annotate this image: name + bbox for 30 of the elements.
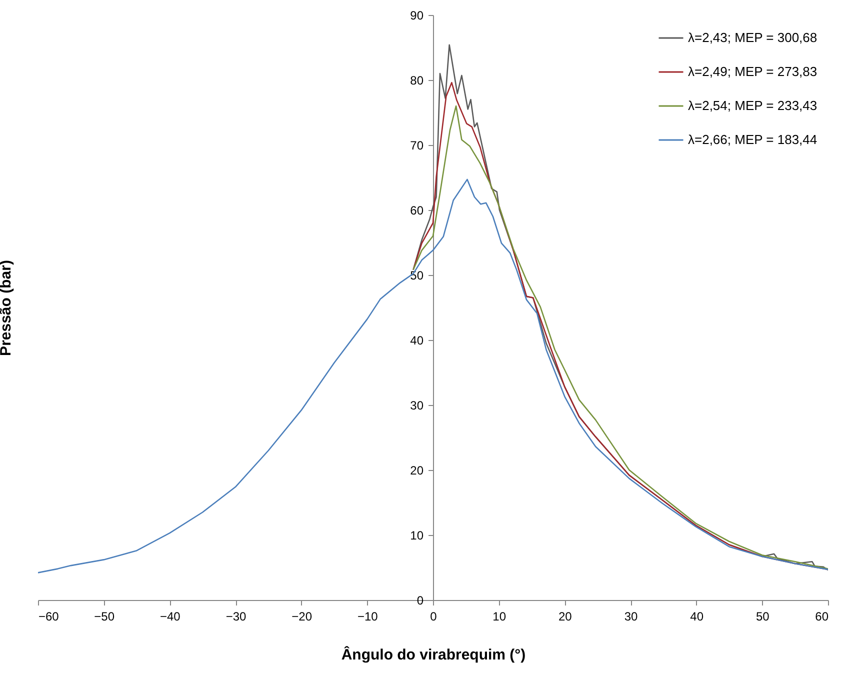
y-tick-label: 50 <box>410 268 424 282</box>
x-tick-label: −40 <box>160 610 181 624</box>
legend-label: λ=2,43; MEP = 300,68 <box>688 30 818 45</box>
x-tick-label: 10 <box>492 610 506 624</box>
y-axis-title: Pressão (bar) <box>0 260 14 356</box>
x-tick-label: 40 <box>690 610 704 624</box>
y-tick-label: 20 <box>410 464 424 478</box>
y-tick-label: 30 <box>410 398 424 412</box>
legend-label: λ=2,66; MEP = 183,44 <box>688 132 818 147</box>
x-tick-label: 0 <box>430 610 438 624</box>
x-tick-label: −60 <box>38 610 60 624</box>
y-tick-label: 90 <box>410 8 424 22</box>
line-series <box>38 178 828 574</box>
x-axis-title: Ângulo do virabrequim (°) <box>341 646 526 664</box>
y-tick-label: 60 <box>410 204 424 218</box>
x-tick-label: 60 <box>815 610 829 624</box>
y-tick-label: 0 <box>416 594 424 608</box>
y-tick-label: 70 <box>410 138 424 152</box>
y-tick-label: 40 <box>410 334 424 348</box>
x-tick-label: 20 <box>558 610 572 624</box>
y-tick-label: 10 <box>410 528 424 542</box>
legend-label: λ=2,54; MEP = 233,43 <box>688 98 818 113</box>
legend-label: λ=2,49; MEP = 273,83 <box>688 64 818 79</box>
x-tick-label: −10 <box>357 610 378 624</box>
y-tick-label: 80 <box>410 74 424 88</box>
x-tick-label: −20 <box>292 610 312 624</box>
x-tick-label: 30 <box>624 610 638 624</box>
x-tick-label: −30 <box>226 610 246 624</box>
x-tick-label: 50 <box>756 610 770 624</box>
x-tick-label: −50 <box>94 610 115 624</box>
